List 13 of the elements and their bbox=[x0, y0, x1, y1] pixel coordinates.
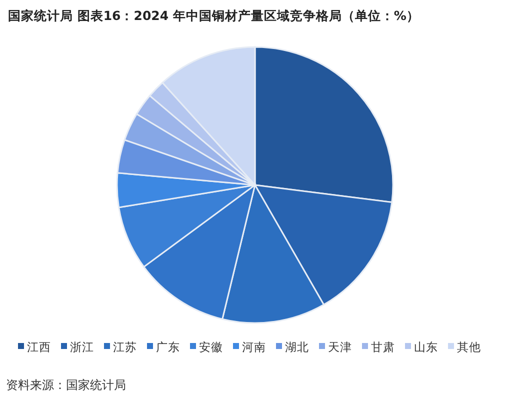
legend-label: 河南 bbox=[242, 340, 266, 354]
title: 国家统计局 图表16：2024 年中国铜材产量区域竞争格局（单位：%） bbox=[8, 8, 420, 23]
legend-label: 甘肃 bbox=[371, 340, 395, 354]
text: 资料来源：国家统计局 bbox=[6, 378, 126, 392]
legend-label: 山东 bbox=[414, 340, 438, 354]
legend-label: 天津 bbox=[328, 340, 352, 354]
legend-label: 其他 bbox=[457, 340, 481, 354]
legend-label: 江西 bbox=[27, 340, 51, 354]
legend-label: 浙江 bbox=[70, 340, 94, 354]
legend-label: 江苏 bbox=[113, 340, 137, 354]
legend-label: 湖北 bbox=[285, 340, 309, 354]
legend-label: 广东 bbox=[156, 340, 180, 354]
legend-label: 安徽 bbox=[199, 340, 223, 354]
